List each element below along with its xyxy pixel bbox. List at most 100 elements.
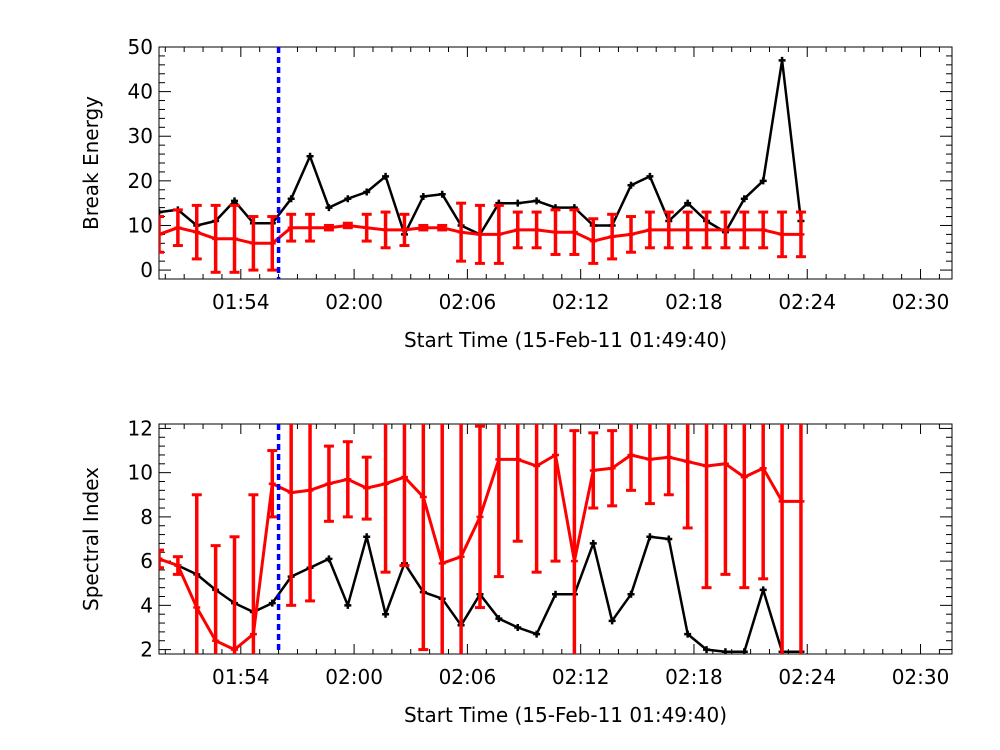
- x-axis-title: Start Time (15-Feb-11 01:49:40): [404, 328, 727, 352]
- error-bar: [474, 203, 485, 265]
- error-bar: [799, 424, 803, 654]
- y-tick-label: 50: [128, 35, 153, 59]
- error-bar: [210, 203, 221, 274]
- error-bar: [172, 555, 183, 576]
- error-bar: [191, 203, 202, 261]
- data-point: [665, 535, 673, 543]
- error-bar: [474, 424, 485, 610]
- error-bar: [440, 424, 444, 654]
- spectral-index-panel: 2 4 6 8 10 12 01:54 02:00 02:06 02:12 02:18 02:24 02…: [79, 416, 953, 727]
- error-bar: [739, 424, 750, 590]
- error-bar: [229, 203, 240, 274]
- data-point: [363, 188, 371, 196]
- data-point: [627, 590, 635, 598]
- x-tick-label: 02:12: [552, 665, 610, 689]
- data-point: [344, 195, 352, 203]
- y-tick-label: 4: [140, 593, 153, 617]
- error-bar: [191, 493, 202, 654]
- data-point: [159, 208, 163, 216]
- x-tick-label: 01:54: [212, 665, 270, 689]
- data-point: [159, 555, 163, 563]
- error-bar: [739, 210, 750, 250]
- data-point: [778, 56, 786, 64]
- error-bar: [305, 424, 316, 603]
- data-point: [438, 190, 446, 198]
- error-bar: [720, 424, 731, 576]
- error-bar: [777, 210, 788, 259]
- error-bar: [701, 424, 712, 590]
- error-bar: [720, 210, 731, 250]
- y-tick-label: 30: [128, 124, 153, 148]
- error-bar: [682, 424, 693, 530]
- data-point: [759, 586, 767, 594]
- error-bar: [512, 424, 523, 543]
- error-bar: [361, 212, 372, 243]
- data-point: [419, 192, 427, 200]
- y-axis-title: Spectral Index: [79, 467, 103, 611]
- error-bar: [588, 431, 599, 510]
- data-point: [589, 539, 597, 547]
- error-bar: [305, 212, 316, 243]
- error-bar: [399, 212, 410, 248]
- break-energy-panel: 0 10 20 30 40 50 01:54 02:00 02:06 02:12 02:18 02:2…: [79, 35, 953, 352]
- error-bar: [701, 210, 712, 250]
- data-point: [533, 197, 541, 205]
- error-bar: [512, 210, 523, 250]
- data-point: [268, 599, 276, 607]
- error-bar: [267, 215, 278, 272]
- error-bar: [663, 210, 674, 250]
- data-point: [514, 199, 522, 207]
- data-point: [231, 197, 239, 205]
- x-tick-label: 02:18: [665, 665, 723, 689]
- x-tick-label: 02:00: [325, 290, 383, 314]
- y-axis-title: Break Energy: [79, 96, 103, 230]
- x-tick-label: 02:24: [778, 665, 836, 689]
- data-point: [646, 172, 654, 180]
- data-point: [552, 590, 559, 598]
- error-bar: [267, 449, 278, 519]
- error-bar: [588, 217, 599, 265]
- error-bar: [607, 212, 618, 261]
- y-tick-label: 10: [128, 213, 153, 237]
- y-tick-label: 8: [140, 505, 153, 529]
- x-tick-label: 02:12: [552, 290, 610, 314]
- data-point: [721, 648, 729, 654]
- error-bar: [626, 215, 637, 254]
- error-bar: [644, 210, 655, 250]
- data-point: [159, 230, 163, 238]
- y-tick-label: 2: [140, 638, 153, 662]
- error-bar: [323, 223, 334, 232]
- error-bar: [229, 535, 240, 654]
- x-tick-label: 02:06: [439, 665, 497, 689]
- data-point: [646, 533, 654, 541]
- y-tick-label: 0: [140, 258, 153, 282]
- error-bar: [286, 424, 297, 607]
- error-bar: [531, 424, 542, 574]
- x-tick-label: 02:30: [892, 665, 950, 689]
- error-bar: [569, 429, 580, 654]
- data-point: [740, 648, 748, 654]
- data-point: [703, 646, 711, 654]
- error-bar: [550, 424, 561, 563]
- error-bar: [550, 208, 561, 256]
- error-bar: [780, 424, 784, 654]
- data-point: [608, 617, 616, 625]
- plot-area: [159, 56, 806, 274]
- data-point: [363, 533, 371, 541]
- error-bar: [682, 210, 693, 250]
- error-bar: [210, 544, 221, 654]
- x-tick-label: 02:18: [665, 290, 723, 314]
- error-bar: [159, 548, 164, 570]
- error-bar: [361, 455, 372, 521]
- x-tick-label: 01:54: [212, 290, 270, 314]
- error-bar: [456, 201, 467, 263]
- error-bar: [758, 424, 769, 581]
- y-tick-label: 12: [128, 416, 153, 440]
- data-point: [533, 630, 541, 638]
- x-tick-label: 02:24: [778, 290, 836, 314]
- error-bar: [380, 210, 391, 250]
- error-bar: [248, 215, 259, 272]
- data-point: [382, 610, 390, 618]
- error-bar: [644, 424, 655, 506]
- y-tick-label: 10: [128, 461, 153, 485]
